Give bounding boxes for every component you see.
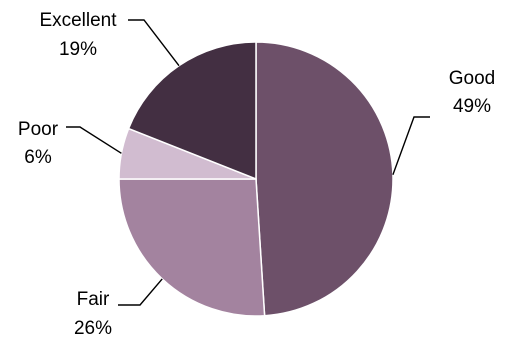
leader-lines <box>66 19 430 306</box>
slice-label-excellent-percent: 19% <box>59 39 97 60</box>
leader-line-good <box>392 116 430 175</box>
leader-line-fair <box>118 278 163 306</box>
pie-slice-good <box>255 41 394 317</box>
slice-label-fair-name: Fair <box>77 289 110 310</box>
slice-label-excellent-name: Excellent <box>39 10 117 31</box>
slice-label-fair-percent: 26% <box>74 318 112 339</box>
pie-slices <box>118 41 394 317</box>
slice-label-good-percent: 49% <box>453 96 491 117</box>
pie-slice-excellent <box>127 41 257 181</box>
leader-line-poor <box>66 126 122 154</box>
slice-label-poor-percent: 6% <box>24 147 52 168</box>
leader-line-excellent <box>128 19 180 67</box>
slice-labels: Good 49% Fair 26% Poor 6% Excellent 19% <box>18 10 495 339</box>
pie-slice-fair <box>118 178 266 317</box>
slice-label-poor-name: Poor <box>18 119 59 140</box>
slice-label-good-name: Good <box>449 68 495 89</box>
